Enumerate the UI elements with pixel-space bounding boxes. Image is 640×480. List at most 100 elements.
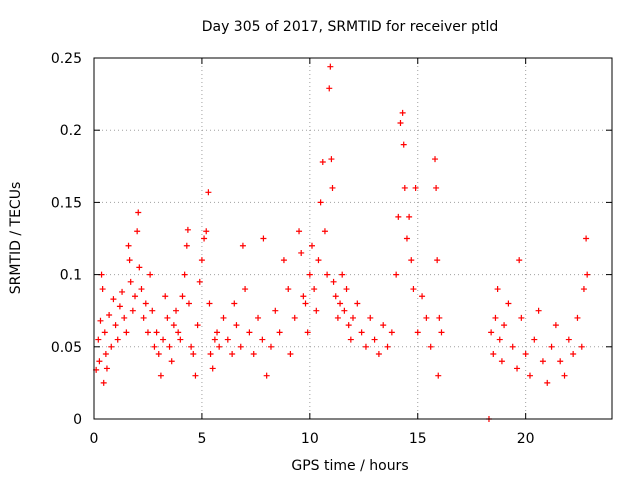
data-point — [168, 358, 175, 365]
data-point — [401, 184, 408, 191]
data-point — [408, 257, 415, 264]
data-point — [419, 293, 426, 300]
data-point — [196, 278, 203, 285]
data-point — [267, 343, 274, 350]
data-point — [108, 343, 115, 350]
data-point — [160, 336, 167, 343]
data-point — [97, 317, 104, 324]
data-point — [214, 329, 221, 336]
data-point — [181, 271, 188, 278]
data-point — [327, 63, 334, 70]
data-point — [287, 351, 294, 358]
data-point — [388, 329, 395, 336]
data-point — [296, 228, 303, 235]
data-point — [561, 372, 568, 379]
x-tick-label: 15 — [409, 431, 427, 447]
y-tick-label: 0.1 — [60, 268, 82, 284]
data-point — [375, 351, 382, 358]
data-point — [326, 85, 333, 92]
y-tick-label: 0 — [73, 412, 82, 428]
data-point — [126, 257, 133, 264]
data-point — [134, 228, 141, 235]
data-point — [194, 322, 201, 329]
data-point — [306, 271, 313, 278]
data-point — [155, 351, 162, 358]
data-point — [99, 286, 106, 293]
y-tick-label: 0.25 — [51, 51, 82, 67]
y-tick-label: 0.15 — [51, 195, 82, 211]
data-point — [242, 286, 249, 293]
data-point — [170, 322, 177, 329]
data-point — [135, 209, 142, 216]
data-point — [334, 314, 341, 321]
plot-frame — [93, 57, 613, 420]
axis-ticks — [93, 57, 612, 420]
data-point — [220, 314, 227, 321]
data-point — [246, 329, 253, 336]
data-point — [317, 199, 324, 206]
data-point — [116, 303, 123, 310]
data-point — [362, 343, 369, 350]
data-point — [427, 343, 434, 350]
data-point — [164, 314, 171, 321]
data-point — [157, 372, 164, 379]
data-point — [358, 329, 365, 336]
data-points — [93, 63, 591, 422]
data-point — [237, 343, 244, 350]
data-point — [354, 300, 361, 307]
data-point — [260, 235, 267, 242]
data-point — [399, 109, 406, 116]
x-tick-label: 5 — [197, 431, 206, 447]
data-point — [140, 314, 147, 321]
data-point — [414, 329, 421, 336]
data-point — [142, 300, 149, 307]
data-point — [110, 296, 117, 303]
data-point — [395, 213, 402, 220]
data-point — [147, 271, 154, 278]
data-point — [229, 351, 236, 358]
data-point — [319, 158, 326, 165]
data-point — [233, 322, 240, 329]
data-point — [179, 293, 186, 300]
data-point — [434, 257, 441, 264]
data-point — [337, 300, 344, 307]
data-point — [138, 286, 145, 293]
data-point — [119, 288, 126, 295]
data-point — [492, 314, 499, 321]
data-point — [125, 242, 132, 249]
data-point — [96, 358, 103, 365]
data-point — [272, 307, 279, 314]
data-point — [201, 235, 208, 242]
y-axis-label: SRMTID / TECUs — [8, 182, 24, 295]
data-point — [144, 329, 151, 336]
data-point — [291, 314, 298, 321]
data-point — [393, 271, 400, 278]
data-point — [192, 372, 199, 379]
data-point — [300, 293, 307, 300]
data-point — [514, 365, 521, 372]
data-point — [100, 379, 107, 386]
data-point — [263, 372, 270, 379]
data-point — [255, 314, 262, 321]
data-point — [384, 343, 391, 350]
data-point — [259, 336, 266, 343]
data-point — [298, 249, 305, 256]
data-point — [205, 189, 212, 196]
data-point — [175, 329, 182, 336]
data-point — [127, 278, 134, 285]
data-point — [367, 314, 374, 321]
data-point — [584, 271, 591, 278]
data-point — [166, 343, 173, 350]
data-point — [557, 358, 564, 365]
data-point — [114, 336, 121, 343]
data-point — [185, 300, 192, 307]
data-point — [505, 300, 512, 307]
data-point — [162, 293, 169, 300]
data-point — [216, 343, 223, 350]
data-point — [188, 343, 195, 350]
x-axis-label: GPS time / hours — [291, 458, 408, 474]
x-tick-label: 20 — [517, 431, 535, 447]
data-point — [516, 257, 523, 264]
data-point — [311, 286, 318, 293]
data-point — [103, 365, 110, 372]
